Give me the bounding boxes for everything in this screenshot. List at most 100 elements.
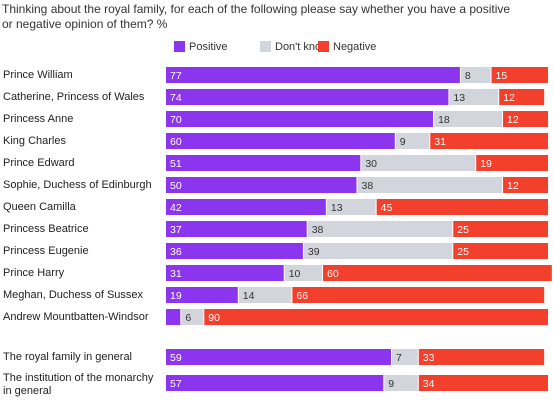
bar-segment: [323, 265, 552, 281]
category-label: Sophie, Duchess of Edinburgh: [3, 178, 152, 191]
value-label: 13: [331, 202, 343, 214]
value-label: 74: [170, 92, 182, 104]
value-label: 15: [496, 70, 508, 82]
bar-segment: [476, 155, 548, 171]
bar-segment: [391, 349, 418, 365]
bar-segment: [449, 89, 499, 105]
value-label: 18: [438, 114, 450, 126]
value-label: 66: [296, 290, 308, 302]
value-label: 33: [423, 352, 435, 364]
value-label: 34: [423, 378, 435, 390]
value-label: 31: [434, 136, 446, 148]
value-label: 31: [170, 268, 182, 280]
bar-segment: [491, 67, 548, 83]
value-label: 77: [170, 70, 182, 82]
value-label: 60: [327, 268, 339, 280]
bar-segment: [166, 111, 434, 127]
value-label: 42: [170, 202, 182, 214]
bar-segment: [238, 287, 292, 303]
category-label: Catherine, Princess of Wales: [3, 90, 145, 103]
category-label: The institution of the monarchy in gener…: [3, 372, 154, 397]
value-label: 10: [289, 268, 301, 280]
category-label: Meghan, Duchess of Sussex: [3, 288, 144, 301]
bar-segment: [204, 309, 549, 325]
bar-segment: [166, 309, 181, 325]
value-label: 57: [170, 378, 182, 390]
bar-segment: [166, 155, 361, 171]
bar-segment: [166, 265, 284, 281]
value-label: 9: [400, 136, 406, 148]
bar-segment: [326, 199, 376, 215]
bar-segment: [453, 221, 548, 237]
value-label: 19: [170, 290, 182, 302]
value-label: 50: [170, 180, 182, 192]
value-label: 38: [362, 180, 374, 192]
value-label: 8: [465, 70, 471, 82]
legend-label: Don't know: [275, 41, 329, 53]
value-label: 19: [480, 158, 492, 170]
bar-segment: [284, 265, 323, 281]
bar-segment: [181, 309, 204, 325]
legend-swatch: [260, 41, 271, 52]
value-label: 60: [170, 136, 182, 148]
bar-segment: [376, 199, 548, 215]
value-label: 36: [170, 246, 182, 258]
category-label: Prince Edward: [3, 156, 75, 169]
bar-segment: [384, 375, 418, 391]
bar-segment: [361, 155, 476, 171]
value-label: 45: [381, 202, 393, 214]
bar-segment: [430, 133, 548, 149]
value-label: 13: [453, 92, 465, 104]
value-label: 38: [312, 224, 324, 236]
bar-segment: [166, 177, 357, 193]
category-label: Queen Camilla: [3, 200, 76, 213]
bar-segment: [453, 243, 548, 259]
bar-segment: [434, 111, 503, 127]
bar-segment: [503, 111, 548, 127]
bar-segment: [418, 349, 545, 365]
bar-segment: [166, 375, 384, 391]
category-label: Prince William: [3, 68, 73, 81]
value-label: 7: [396, 352, 402, 364]
value-label: 70: [170, 114, 182, 126]
bar-segment: [418, 375, 548, 391]
category-label: The royal family in general: [3, 350, 133, 363]
bar-segment: [166, 199, 326, 215]
bar-segment: [303, 243, 453, 259]
value-label: 6: [185, 312, 191, 324]
category-label: Princess Beatrice: [3, 222, 89, 235]
bar-segment: [166, 287, 238, 303]
legend-swatch: [318, 41, 329, 52]
chart-title: Thinking about the royal family, for eac…: [2, 2, 511, 31]
bar-segment: [166, 243, 303, 259]
value-label: 90: [208, 312, 220, 324]
bar-segment: [503, 177, 548, 193]
legend-label: Positive: [189, 41, 228, 53]
value-label: 12: [503, 92, 515, 104]
legend-swatch: [174, 41, 185, 52]
bar-segment: [460, 67, 491, 83]
value-label: 30: [365, 158, 377, 170]
value-label: 12: [507, 114, 519, 126]
category-label: King Charles: [3, 134, 66, 147]
bar-segment: [292, 287, 545, 303]
value-label: 51: [170, 158, 182, 170]
bar-segment: [166, 133, 395, 149]
value-label: 9: [388, 378, 394, 390]
category-label: Princess Anne: [3, 112, 74, 125]
bar-segment: [499, 89, 545, 105]
legend-label: Negative: [333, 41, 376, 53]
value-label: 37: [170, 224, 182, 236]
bar-segment: [357, 177, 503, 193]
bar-segment: [307, 221, 453, 237]
bar-segment: [395, 133, 430, 149]
value-label: 59: [170, 352, 182, 364]
value-label: 39: [308, 246, 320, 258]
bar-segment: [166, 221, 307, 237]
category-label: Prince Harry: [3, 266, 65, 279]
bar-segment: [166, 89, 449, 105]
category-label: Princess Eugenie: [3, 244, 89, 257]
bar-segment: [166, 349, 391, 365]
